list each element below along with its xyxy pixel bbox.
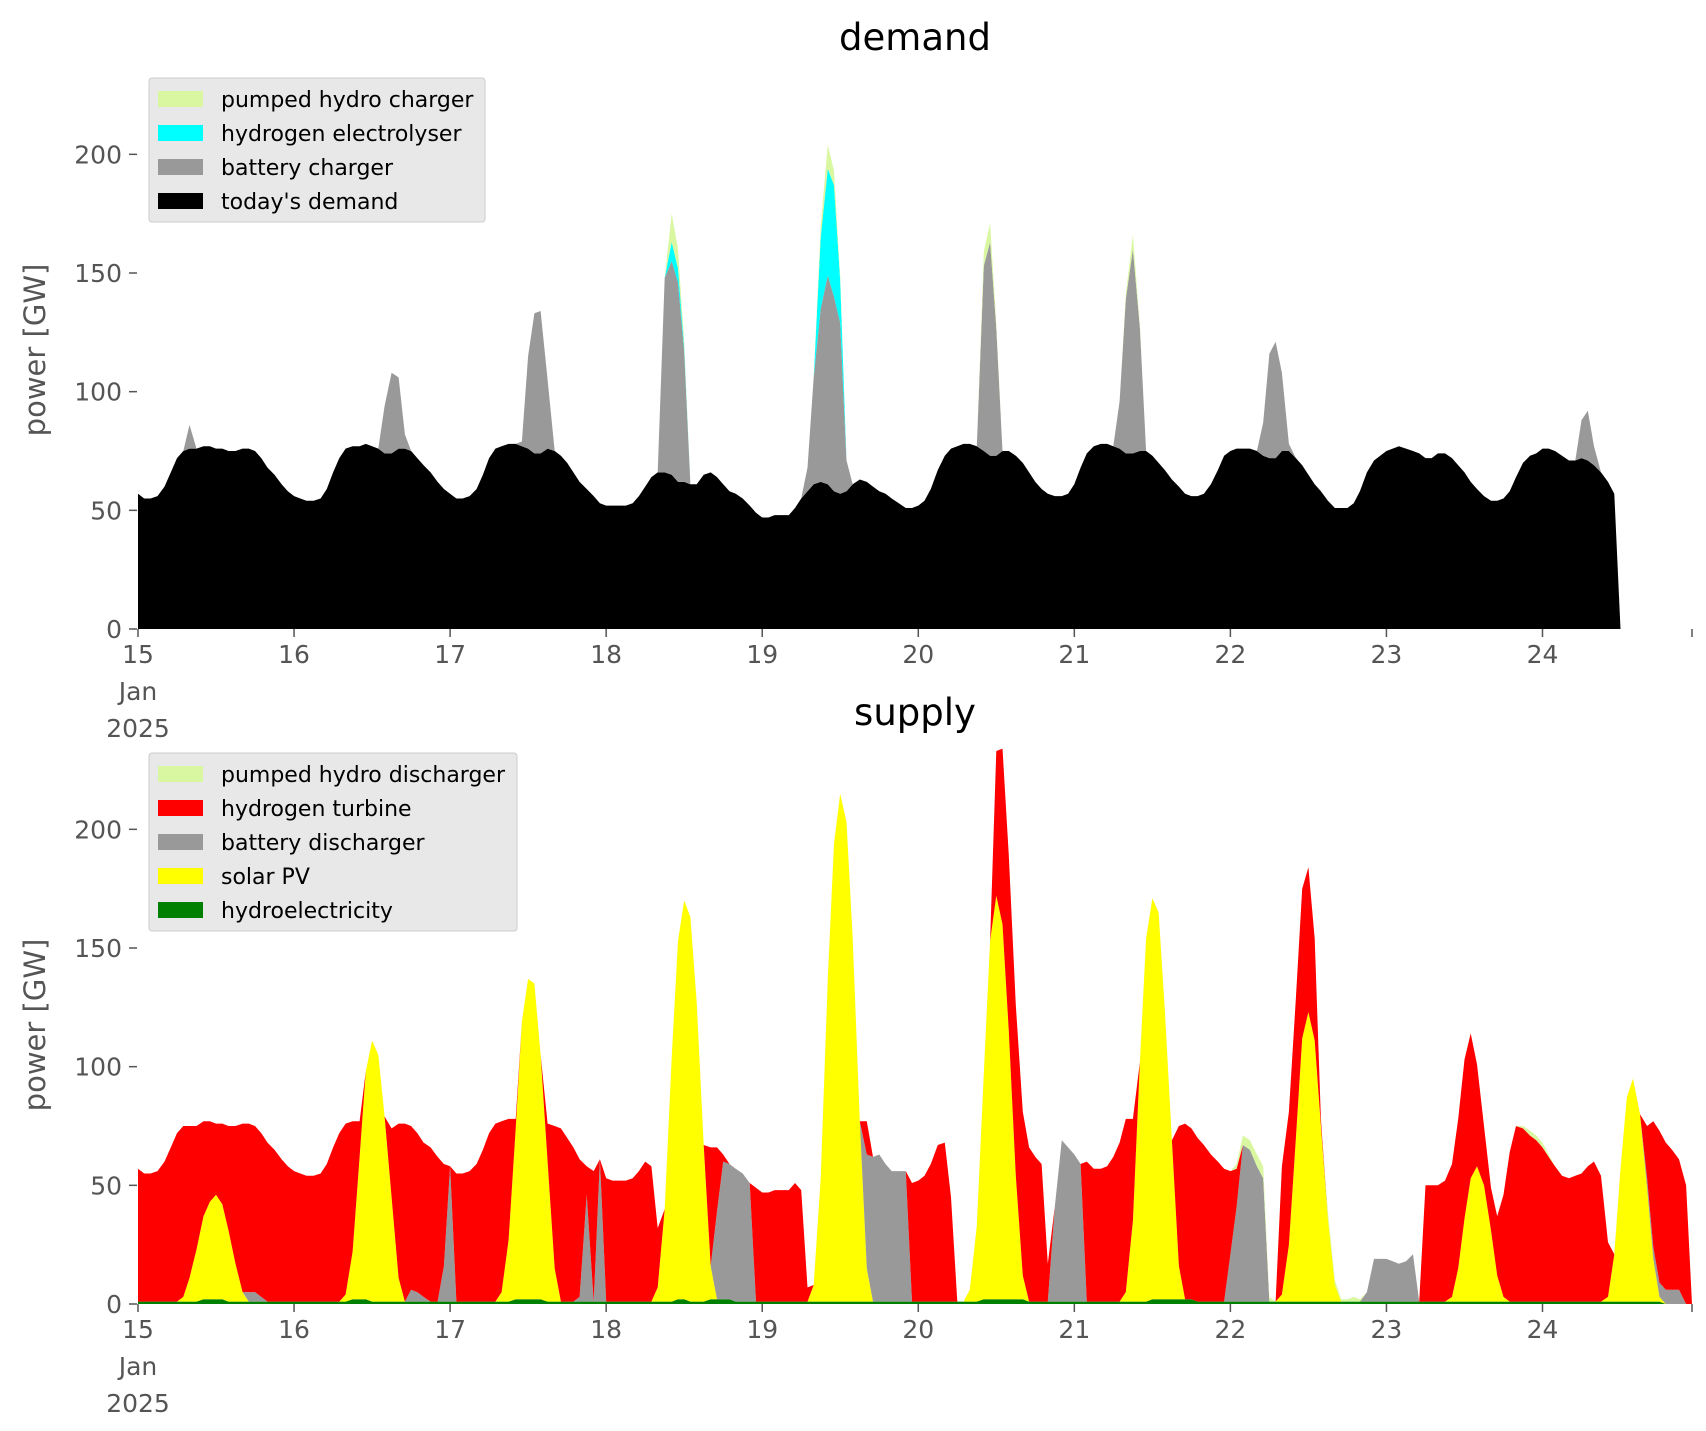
demand-ytick-label: 200 [74, 140, 122, 169]
demand-xtick-label: 23 [1371, 640, 1403, 669]
demand-legend-label-battery-charger: battery charger [221, 156, 394, 181]
supply-legend: pumped hydro discharger hydrogen turbine b… [148, 752, 518, 932]
supply-xtick-label: 15 [122, 1315, 154, 1344]
supply-legend-swatch-battery-discharger [158, 834, 203, 850]
supply-legend-label-hydroelectricity: hydroelectricity [221, 899, 393, 924]
supply-xtick-label: 22 [1214, 1315, 1246, 1344]
supply-xtick-label: 17 [434, 1315, 466, 1344]
demand-xtick-label: 16 [278, 640, 310, 669]
supply-xtick-label: Jan [117, 1352, 158, 1381]
supply-chart-title: supply [854, 691, 976, 734]
supply-area-hydrogen-turbine [138, 748, 1692, 1304]
supply-series-layer [138, 748, 1692, 1304]
demand-legend-label-pumped-hydro-charger: pumped hydro charger [221, 88, 474, 113]
supply-xtick-label: 21 [1058, 1315, 1090, 1344]
demand-xtick-label: 19 [746, 640, 778, 669]
supply-legend-swatch-hydroelectricity [158, 902, 203, 918]
demand-xtick-label: 18 [590, 640, 622, 669]
demand-xtick-label: 22 [1214, 640, 1246, 669]
demand-legend: pumped hydro charger hydrogen electrolyse… [148, 77, 486, 223]
supply-legend-label-hydrogen-turbine: hydrogen turbine [221, 797, 412, 822]
demand-legend-swatch-hydrogen-electrolyser [158, 125, 203, 141]
demand-ytick-label: 50 [90, 496, 122, 525]
demand-legend-label-hydrogen-electrolyser: hydrogen electrolyser [221, 122, 462, 147]
supply-legend-swatch-solar-pv [158, 868, 203, 884]
supply-xtick-label: 18 [590, 1315, 622, 1344]
supply-chart-ylabel: power [GW] [18, 939, 52, 1112]
demand-xtick-label: Jan [117, 677, 158, 706]
demand-chart: demand power [GW] 0 50 100 150 200 15 Jan 2025 1… [18, 16, 1693, 743]
supply-ytick-label: 50 [90, 1171, 122, 1200]
demand-xtick-label: 17 [434, 640, 466, 669]
demand-xtick-label: 21 [1058, 640, 1090, 669]
supply-xtick-label: 2025 [106, 1389, 170, 1418]
demand-legend-swatch-battery-charger [158, 159, 203, 175]
demand-ytick-label: 100 [74, 378, 122, 407]
supply-legend-box [148, 752, 518, 932]
supply-area-hydroelectricity [138, 1299, 1692, 1304]
demand-axis-layer: 0 50 100 150 200 15 Jan 2025 16 17 18 19 20 21 22 23 24 [74, 140, 1693, 743]
demand-xtick-label: 15 [122, 640, 154, 669]
supply-xtick-label: 16 [278, 1315, 310, 1344]
demand-xtick-label: 20 [902, 640, 934, 669]
demand-series-layer [138, 144, 1692, 630]
supply-legend-label-pumped-hydro-discharger: pumped hydro discharger [221, 763, 506, 788]
supply-xtick-label: 20 [902, 1315, 934, 1344]
demand-area-today-s-demand [138, 443, 1692, 629]
supply-chart: supply power [GW] 0 50 100 150 200 15 Jan 2025 1… [18, 691, 1693, 1418]
supply-area-solar-pv [138, 793, 1692, 1304]
supply-ytick-label: 0 [106, 1290, 122, 1319]
supply-axis-layer: 0 50 100 150 200 15 Jan 2025 16 17 18 19 20 21 22 23 24 [74, 815, 1693, 1418]
supply-legend-swatch-pumped-hydro-discharger [158, 766, 203, 782]
demand-xtick-label: 2025 [106, 714, 170, 743]
supply-legend-label-battery-discharger: battery discharger [221, 831, 426, 856]
demand-chart-title: demand [839, 16, 991, 59]
demand-chart-ylabel: power [GW] [18, 264, 52, 437]
demand-legend-swatch-pumped-hydro-charger [158, 91, 203, 107]
supply-ytick-label: 100 [74, 1053, 122, 1082]
supply-xtick-label: 24 [1527, 1315, 1559, 1344]
demand-ytick-label: 0 [106, 615, 122, 644]
supply-ytick-label: 150 [74, 934, 122, 963]
demand-xtick-label: 24 [1527, 640, 1559, 669]
supply-xtick-label: 19 [746, 1315, 778, 1344]
demand-legend-box [148, 77, 486, 223]
supply-legend-label-solar-pv: solar PV [221, 865, 310, 890]
supply-xtick-label: 23 [1371, 1315, 1403, 1344]
supply-legend-swatch-hydrogen-turbine [158, 800, 203, 816]
demand-ytick-label: 150 [74, 259, 122, 288]
supply-ytick-label: 200 [74, 815, 122, 844]
demand-legend-label-today-s-demand: today's demand [221, 190, 398, 215]
demand-legend-swatch-today-s-demand [158, 193, 203, 209]
